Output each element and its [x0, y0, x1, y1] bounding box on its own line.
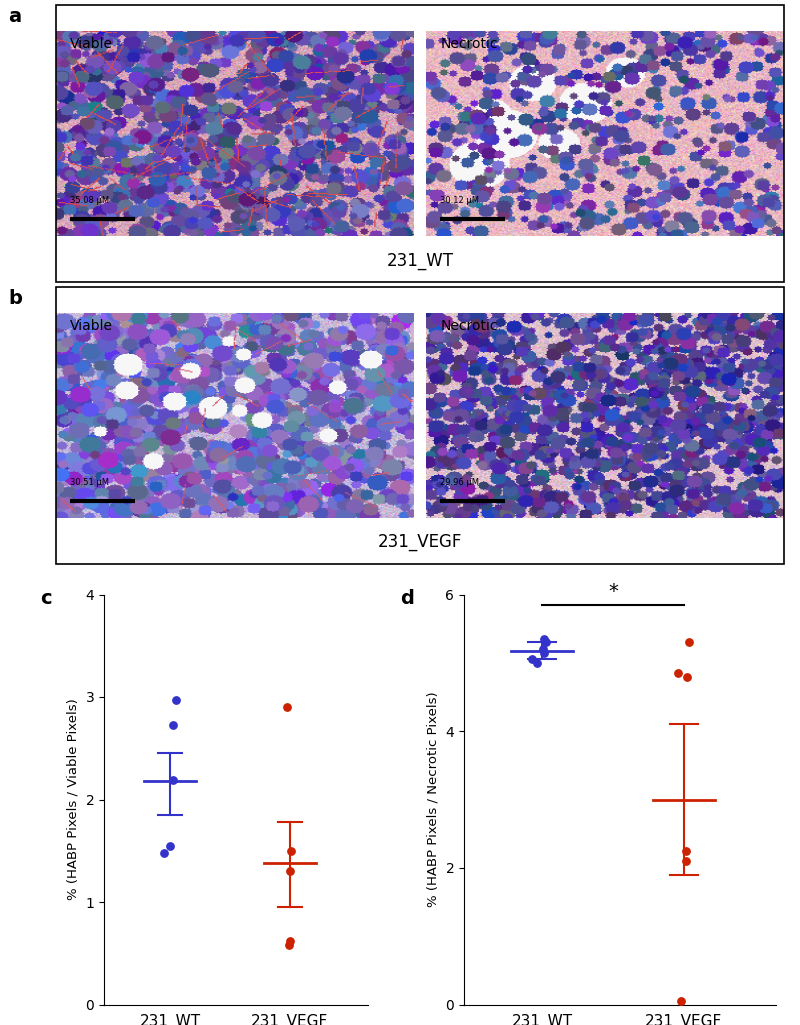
- Point: [679, 853, 692, 869]
- Point: [680, 668, 693, 685]
- Point: [526, 651, 538, 667]
- Point: [538, 630, 550, 647]
- Point: [281, 699, 294, 715]
- Y-axis label: % (HABP Pixels / Necrotic Pixels): % (HABP Pixels / Necrotic Pixels): [427, 692, 440, 907]
- Point: [539, 634, 552, 651]
- Text: 30.51 μM: 30.51 μM: [70, 478, 110, 487]
- Text: 35.08 μM: 35.08 μM: [70, 196, 110, 205]
- Point: [157, 845, 170, 861]
- Point: [682, 634, 695, 651]
- Point: [672, 665, 685, 682]
- Point: [283, 937, 296, 953]
- Point: [674, 993, 687, 1010]
- Text: d: d: [400, 589, 414, 609]
- Text: a: a: [8, 7, 21, 27]
- Point: [166, 716, 179, 733]
- Point: [537, 645, 550, 661]
- Y-axis label: % (HABP Pixels / Viable Pixels): % (HABP Pixels / Viable Pixels): [67, 699, 80, 900]
- Point: [531, 655, 544, 671]
- Point: [537, 641, 550, 657]
- Text: *: *: [608, 581, 618, 601]
- Text: 231_VEGF: 231_VEGF: [378, 533, 462, 551]
- Text: 29.96 μM: 29.96 μM: [440, 478, 479, 487]
- Text: b: b: [8, 289, 22, 309]
- Text: Viable: Viable: [70, 319, 114, 333]
- Point: [169, 692, 182, 708]
- Point: [680, 843, 693, 859]
- Text: Viable: Viable: [70, 37, 114, 51]
- Text: Necrotic: Necrotic: [440, 37, 498, 51]
- Text: c: c: [40, 589, 52, 609]
- Point: [284, 863, 297, 879]
- Point: [163, 837, 176, 854]
- Point: [285, 843, 298, 859]
- Point: [284, 933, 297, 949]
- Text: 30.12 μM: 30.12 μM: [440, 196, 479, 205]
- Point: [166, 772, 179, 788]
- Text: 231_WT: 231_WT: [386, 251, 454, 270]
- Text: Necrotic: Necrotic: [440, 319, 498, 333]
